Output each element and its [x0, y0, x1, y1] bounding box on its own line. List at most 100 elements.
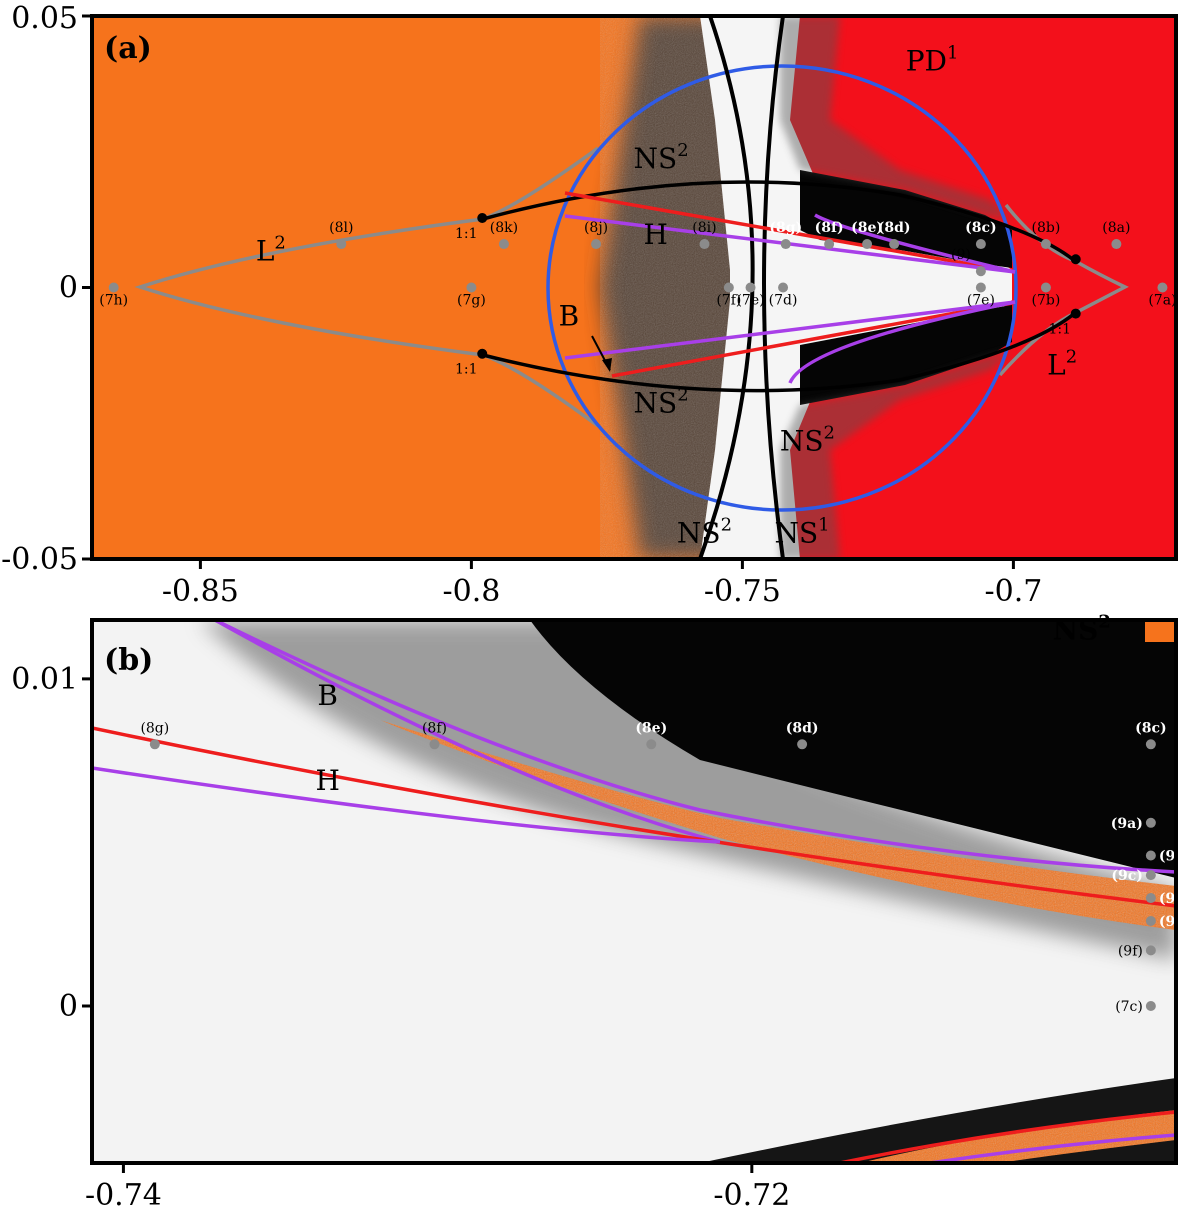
- curve-label-text: NS: [634, 142, 678, 175]
- labeled-point: [591, 239, 602, 250]
- codim2-point: [1070, 308, 1081, 319]
- curve-purple-lower-b: [929, 1133, 1176, 1163]
- curve-label: NS2: [677, 515, 732, 550]
- x-tick-label: -0.72: [713, 1178, 790, 1213]
- x-tick-label: -0.85: [162, 574, 239, 609]
- curve-B-lower: [611, 300, 1016, 378]
- curve-NS2-upper: [482, 180, 1077, 263]
- x-tick-label: -0.75: [704, 574, 781, 609]
- point-label: (8j): [584, 220, 608, 236]
- curve-label: H: [315, 764, 339, 797]
- y-tick-label: -0.05: [1, 542, 78, 577]
- codim2-label: 1:1: [455, 362, 478, 378]
- codim2-point: [1070, 254, 1081, 265]
- curve-NS1-vertical: [762, 16, 785, 559]
- labeled-point: [975, 282, 986, 293]
- point-label: (8g): [140, 720, 169, 736]
- point-label: (9e): [1159, 914, 1183, 930]
- point-label: (8e): [851, 220, 883, 236]
- y-tick-label: 0.05: [11, 1, 78, 36]
- panel-b-curves: [92, 620, 1176, 1163]
- panel-a-axes: -0.85 -0.8 -0.75 -0.7 -0.05 0 0.05: [1, 1, 1042, 609]
- labeled-point: [1157, 282, 1168, 293]
- curve-label-text: H: [643, 218, 667, 251]
- labeled-point: [1145, 850, 1156, 861]
- curve-label-text: B: [559, 300, 580, 333]
- panel-b-label: (b): [104, 643, 153, 678]
- point-label: (9f): [1118, 943, 1143, 959]
- curve-label-sup: 2: [1066, 346, 1077, 367]
- labeled-point: [723, 282, 734, 293]
- panel-b-heatmap: [92, 620, 1176, 1163]
- x-tick-label: -0.74: [85, 1178, 162, 1213]
- B-arrow-head: [602, 358, 612, 372]
- curve-label-text: NS: [780, 424, 824, 457]
- labeled-point: [1040, 282, 1051, 293]
- point-label: (8d): [878, 220, 911, 236]
- curve-label-text: B: [317, 679, 338, 712]
- point-label: (8b): [1032, 220, 1061, 236]
- point-label: (8c): [965, 220, 997, 236]
- point-label: (9d): [1159, 891, 1183, 907]
- labeled-point: [699, 239, 710, 250]
- labeled-point: [1145, 915, 1156, 926]
- curve-PD1: [546, 64, 1018, 512]
- labeled-point: [975, 266, 986, 277]
- curve-label-sup: 2: [677, 140, 688, 161]
- labeled-point: [824, 239, 835, 250]
- curve-label-text: PD: [906, 44, 947, 77]
- y-tick-label: 0: [59, 989, 78, 1024]
- labeled-point: [1145, 817, 1156, 828]
- curve-label-sup: 1: [818, 515, 829, 536]
- curve-label-text: L: [1047, 348, 1066, 381]
- gray-shading: [780, 16, 1012, 220]
- curve-red-lower-b: [839, 1110, 1176, 1163]
- point-label: (9a): [1111, 816, 1143, 832]
- curve-label: B: [317, 679, 338, 712]
- point-label: (8a): [1102, 220, 1130, 236]
- labeled-point: [149, 739, 160, 750]
- curve-label-sup: 2: [824, 422, 835, 443]
- labeled-point: [1145, 739, 1156, 750]
- curve-label-text: NS: [634, 386, 678, 419]
- point-label: (8l): [329, 220, 353, 236]
- labeled-point: [1145, 870, 1156, 881]
- curve-label: PD1: [906, 42, 959, 77]
- codim2-point: [477, 348, 488, 359]
- point-label: (9c): [1111, 868, 1143, 884]
- curve-H-hook-lower: [788, 300, 1016, 384]
- curve-label: NS2: [634, 140, 689, 175]
- labeled-point: [466, 282, 477, 293]
- curve-label: H: [643, 218, 667, 251]
- curve-label-sup: 2: [1098, 612, 1111, 633]
- curve-label: L2: [1047, 346, 1077, 381]
- labeled-point: [429, 739, 440, 750]
- labeled-point: [975, 239, 986, 250]
- curve-label: L2: [256, 232, 286, 267]
- panel-a-label: (a): [104, 31, 152, 66]
- point-label: (7a): [1148, 293, 1176, 309]
- curve-label-text: H: [315, 764, 339, 797]
- labeled-point: [745, 282, 756, 293]
- y-tick-label: 0: [59, 271, 78, 306]
- labeled-point: [1145, 945, 1156, 956]
- point-label: (8f): [815, 220, 844, 236]
- curve-label-text: NS: [774, 517, 818, 550]
- point-label: (7e): [967, 293, 995, 309]
- panel-b-axes: -0.74 -0.72 0 0.01: [11, 662, 790, 1213]
- curve-label: NS2: [780, 422, 835, 457]
- curve-label: B: [559, 300, 580, 333]
- point-label: (7c): [1115, 999, 1143, 1015]
- labeled-point: [1040, 239, 1051, 250]
- white-region: [700, 16, 1012, 559]
- labeled-point: [862, 239, 873, 250]
- panel-a: (8l) (8k) (8j) (8i) (8g) (8f) (8e)(8d) (8c) (8b)…: [1, 1, 1178, 609]
- point-label: (7e): [736, 293, 764, 309]
- point-label: (8g): [769, 220, 802, 236]
- point-label: (7d): [769, 293, 798, 309]
- curve-purple-upper-b: [214, 620, 1176, 874]
- x-tick-label: -0.8: [442, 574, 500, 609]
- labeled-point: [498, 239, 509, 250]
- panel-b-frame: [90, 618, 1178, 1165]
- curve-label-sup: 2: [274, 232, 285, 253]
